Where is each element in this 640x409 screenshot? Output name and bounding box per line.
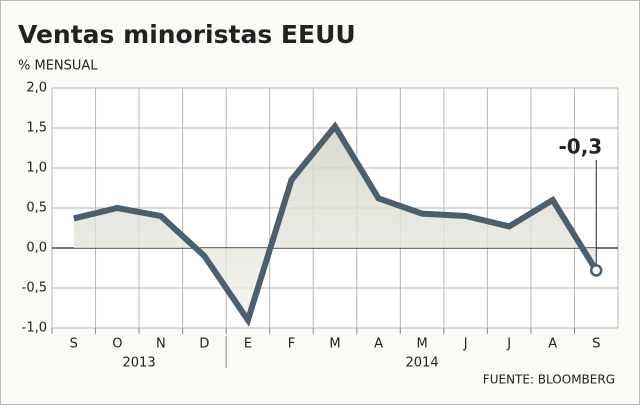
x-tick-label: S bbox=[592, 337, 600, 352]
x-tick-label: A bbox=[548, 337, 557, 352]
point bbox=[589, 264, 603, 277]
x-tick-label: O bbox=[112, 337, 122, 352]
chart-subtitle: % MENSUAL bbox=[18, 59, 98, 74]
y-tick-label: 1,5 bbox=[26, 121, 47, 136]
area bbox=[73, 126, 597, 321]
y-tick-label: 0,5 bbox=[26, 201, 47, 216]
year-label: 2013 bbox=[123, 356, 156, 371]
x-tick-label: J bbox=[463, 337, 468, 352]
line bbox=[73, 121, 599, 327]
x-tick-label: S bbox=[70, 337, 78, 352]
year-label: 2014 bbox=[406, 356, 439, 371]
y-tick-label: -0,5 bbox=[22, 281, 47, 296]
y-tick-label: -1,0 bbox=[22, 321, 47, 336]
y-tick-label: 2,0 bbox=[26, 81, 47, 96]
x-tick-label: A bbox=[374, 337, 383, 352]
y-tick-label: 1,0 bbox=[26, 161, 47, 176]
chart-title: Ventas minoristas EEUU bbox=[18, 20, 356, 49]
x-tick-label: F bbox=[288, 337, 295, 352]
y-tick-label: 0,0 bbox=[26, 241, 47, 256]
x-tick-label: J bbox=[506, 337, 511, 352]
x-tick-label: M bbox=[416, 337, 427, 352]
x-tick-label: M bbox=[329, 337, 340, 352]
value-label: -0,3 bbox=[558, 135, 602, 159]
x-tick-label: D bbox=[199, 337, 209, 352]
x-tick-label: E bbox=[244, 337, 252, 352]
x-tick-label: N bbox=[156, 337, 166, 352]
source: FUENTE: BLOOMBERG bbox=[483, 373, 615, 387]
